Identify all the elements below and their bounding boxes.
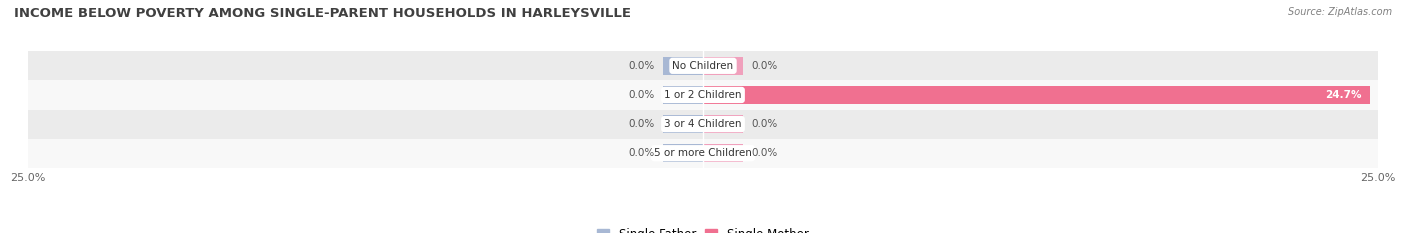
Legend: Single Father, Single Mother: Single Father, Single Mother bbox=[593, 223, 813, 233]
Bar bbox=[28, 80, 1378, 110]
Text: INCOME BELOW POVERTY AMONG SINGLE-PARENT HOUSEHOLDS IN HARLEYSVILLE: INCOME BELOW POVERTY AMONG SINGLE-PARENT… bbox=[14, 7, 631, 20]
Bar bbox=[662, 57, 703, 75]
Text: 0.0%: 0.0% bbox=[752, 61, 778, 71]
Bar bbox=[28, 51, 1378, 80]
Bar bbox=[662, 144, 703, 162]
Bar bbox=[703, 115, 744, 133]
Text: Source: ZipAtlas.com: Source: ZipAtlas.com bbox=[1288, 7, 1392, 17]
Bar bbox=[28, 110, 1378, 139]
Bar bbox=[662, 115, 703, 133]
Text: 5 or more Children: 5 or more Children bbox=[654, 148, 752, 158]
Text: 1 or 2 Children: 1 or 2 Children bbox=[664, 90, 742, 100]
Text: 0.0%: 0.0% bbox=[628, 148, 654, 158]
Text: 0.0%: 0.0% bbox=[628, 119, 654, 129]
Text: 3 or 4 Children: 3 or 4 Children bbox=[664, 119, 742, 129]
Text: 0.0%: 0.0% bbox=[628, 90, 654, 100]
Bar bbox=[662, 86, 703, 104]
Text: 0.0%: 0.0% bbox=[752, 148, 778, 158]
Text: 0.0%: 0.0% bbox=[752, 119, 778, 129]
Bar bbox=[703, 57, 744, 75]
Text: 0.0%: 0.0% bbox=[628, 61, 654, 71]
Bar bbox=[703, 86, 1369, 104]
Bar bbox=[28, 139, 1378, 168]
Text: 24.7%: 24.7% bbox=[1326, 90, 1361, 100]
Bar bbox=[703, 144, 744, 162]
Text: No Children: No Children bbox=[672, 61, 734, 71]
